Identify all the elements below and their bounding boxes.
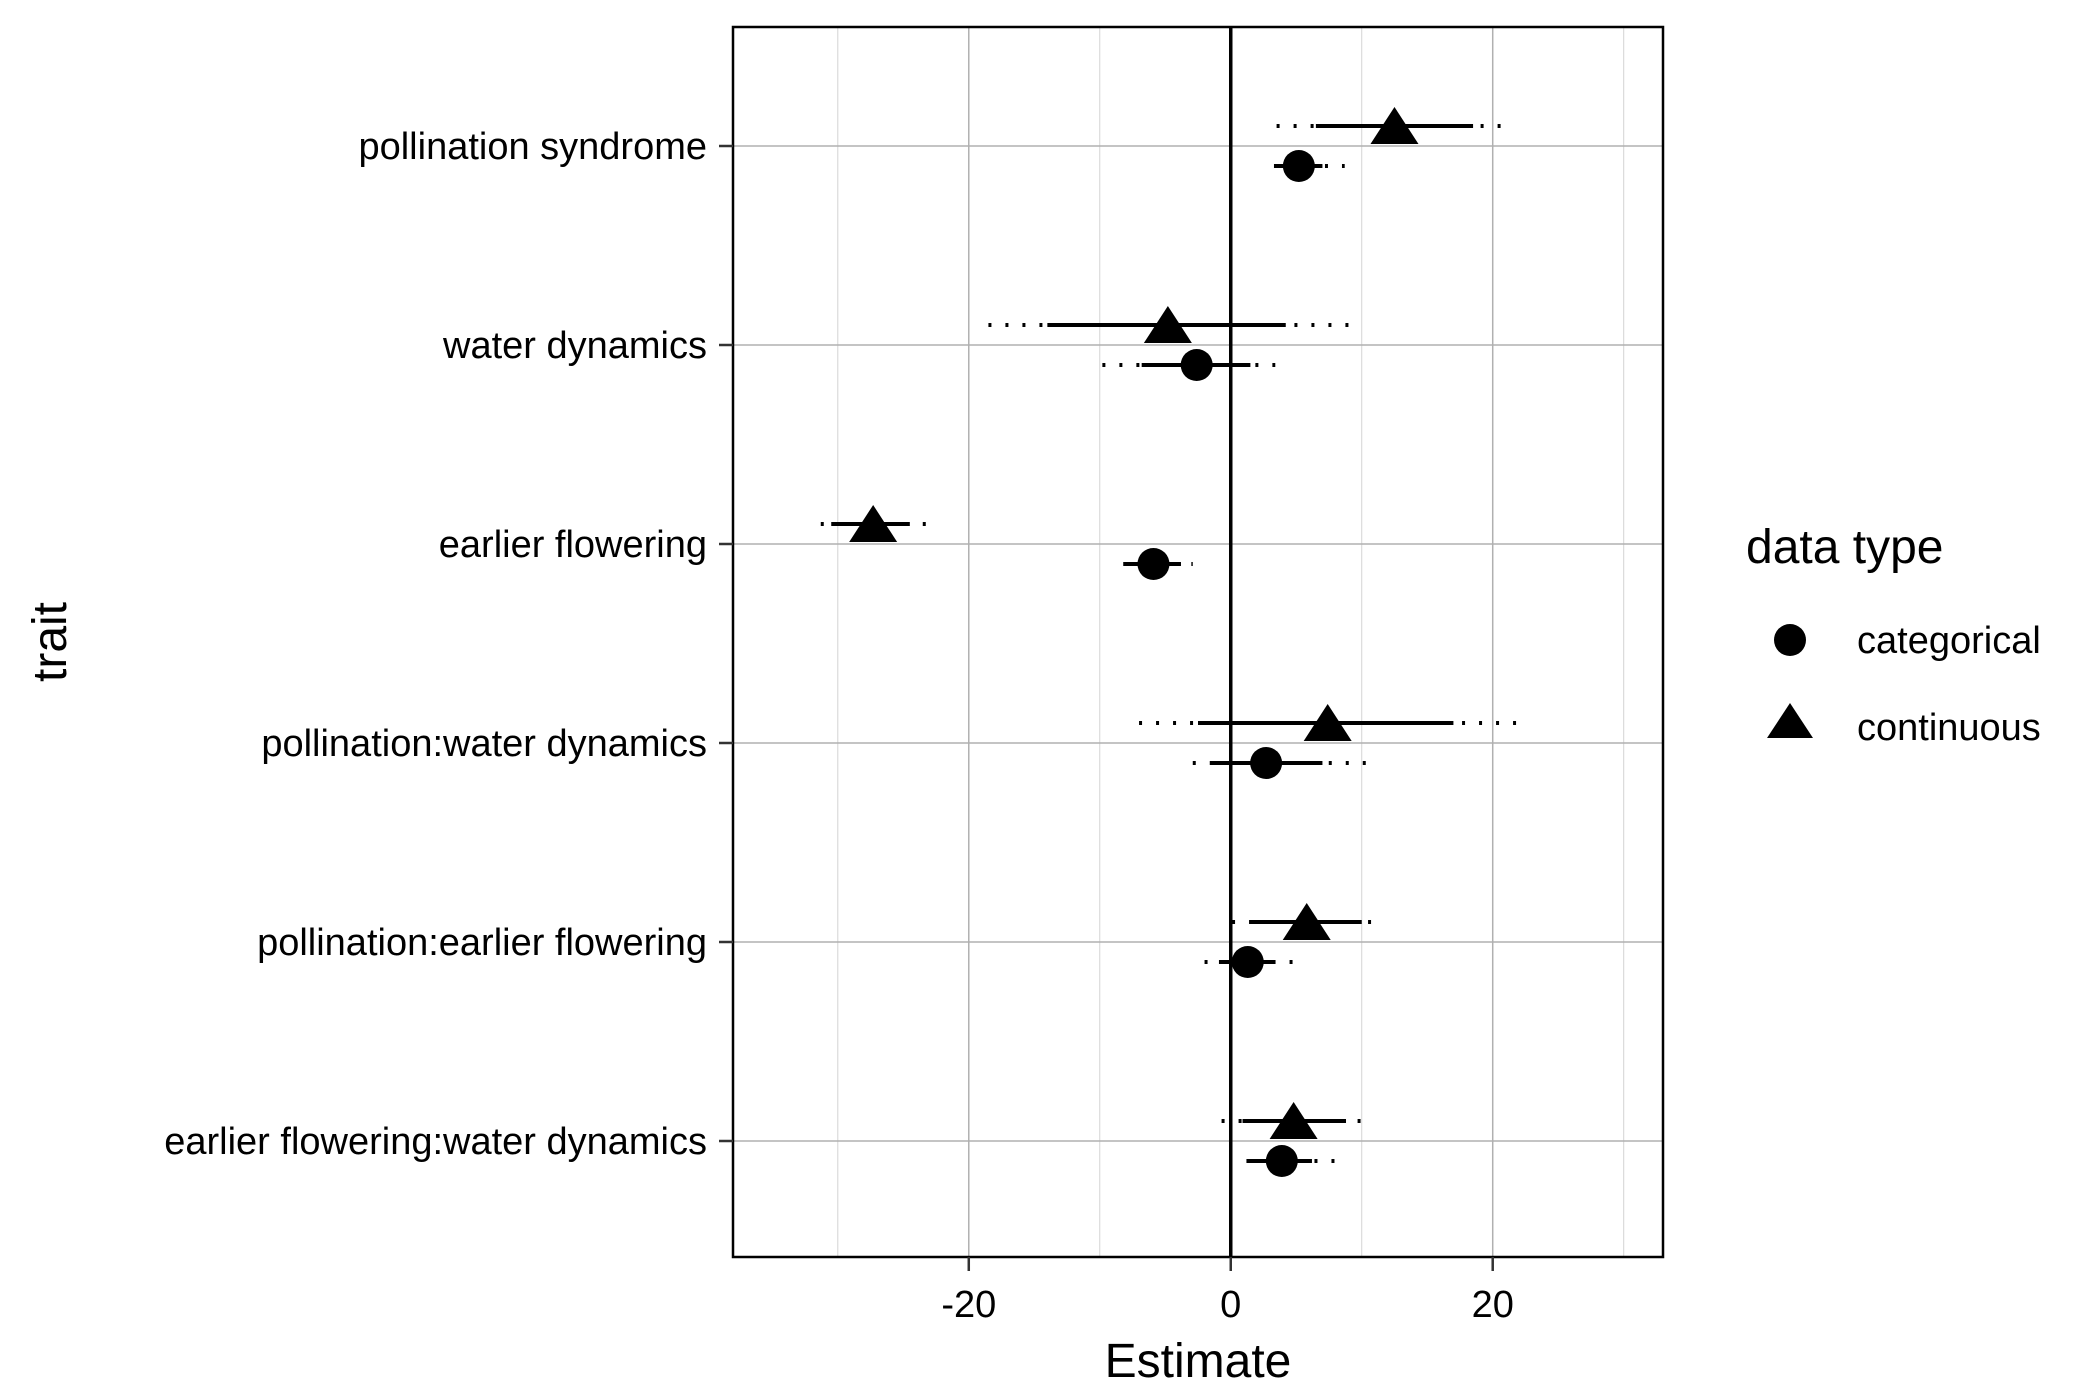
point-continuous <box>1303 704 1352 741</box>
y-tick-label: pollination syndrome <box>358 126 707 168</box>
legend-circle-icon <box>1774 624 1806 656</box>
x-tick-label: -20 <box>941 1284 996 1326</box>
y-tick-label: earlier flowering:water dynamics <box>164 1121 707 1163</box>
y-axis-title: trait <box>24 602 77 682</box>
legend-label-continuous: continuous <box>1857 707 2041 749</box>
x-axis-ticks: -20 0 20 <box>941 1257 1514 1326</box>
point-categorical <box>1282 150 1315 182</box>
x-tick-label: 20 <box>1472 1284 1514 1326</box>
point-categorical <box>1265 1145 1298 1177</box>
point-categorical <box>1231 946 1264 978</box>
point-categorical <box>1180 349 1213 381</box>
x-tick-label: 0 <box>1220 1284 1241 1326</box>
point-continuous <box>1370 107 1419 144</box>
plot-panel-background <box>733 27 1663 1257</box>
legend-title: data type <box>1746 521 1943 574</box>
point-categorical <box>1250 747 1283 779</box>
point-continuous <box>1282 903 1331 940</box>
point-categorical <box>1137 548 1170 580</box>
plot-panel-border <box>731 25 1665 1259</box>
point-continuous <box>1269 1102 1318 1139</box>
legend-label-categorical: categorical <box>1857 620 2041 662</box>
legend: data type categorical continuous <box>1746 521 2041 749</box>
point-continuous <box>849 505 898 542</box>
legend-triangle-icon <box>1767 703 1813 738</box>
y-tick-label: earlier flowering <box>439 524 707 566</box>
point-continuous <box>1143 306 1192 343</box>
y-axis-ticks: pollination syndrome water dynamics earlie… <box>164 126 733 1163</box>
y-tick-label: pollination:water dynamics <box>261 723 707 765</box>
x-axis-title: Estimate <box>1105 1335 1292 1388</box>
y-tick-label: water dynamics <box>442 325 707 367</box>
estimate-points <box>849 107 1419 1177</box>
y-tick-label: pollination:earlier flowering <box>257 922 707 964</box>
